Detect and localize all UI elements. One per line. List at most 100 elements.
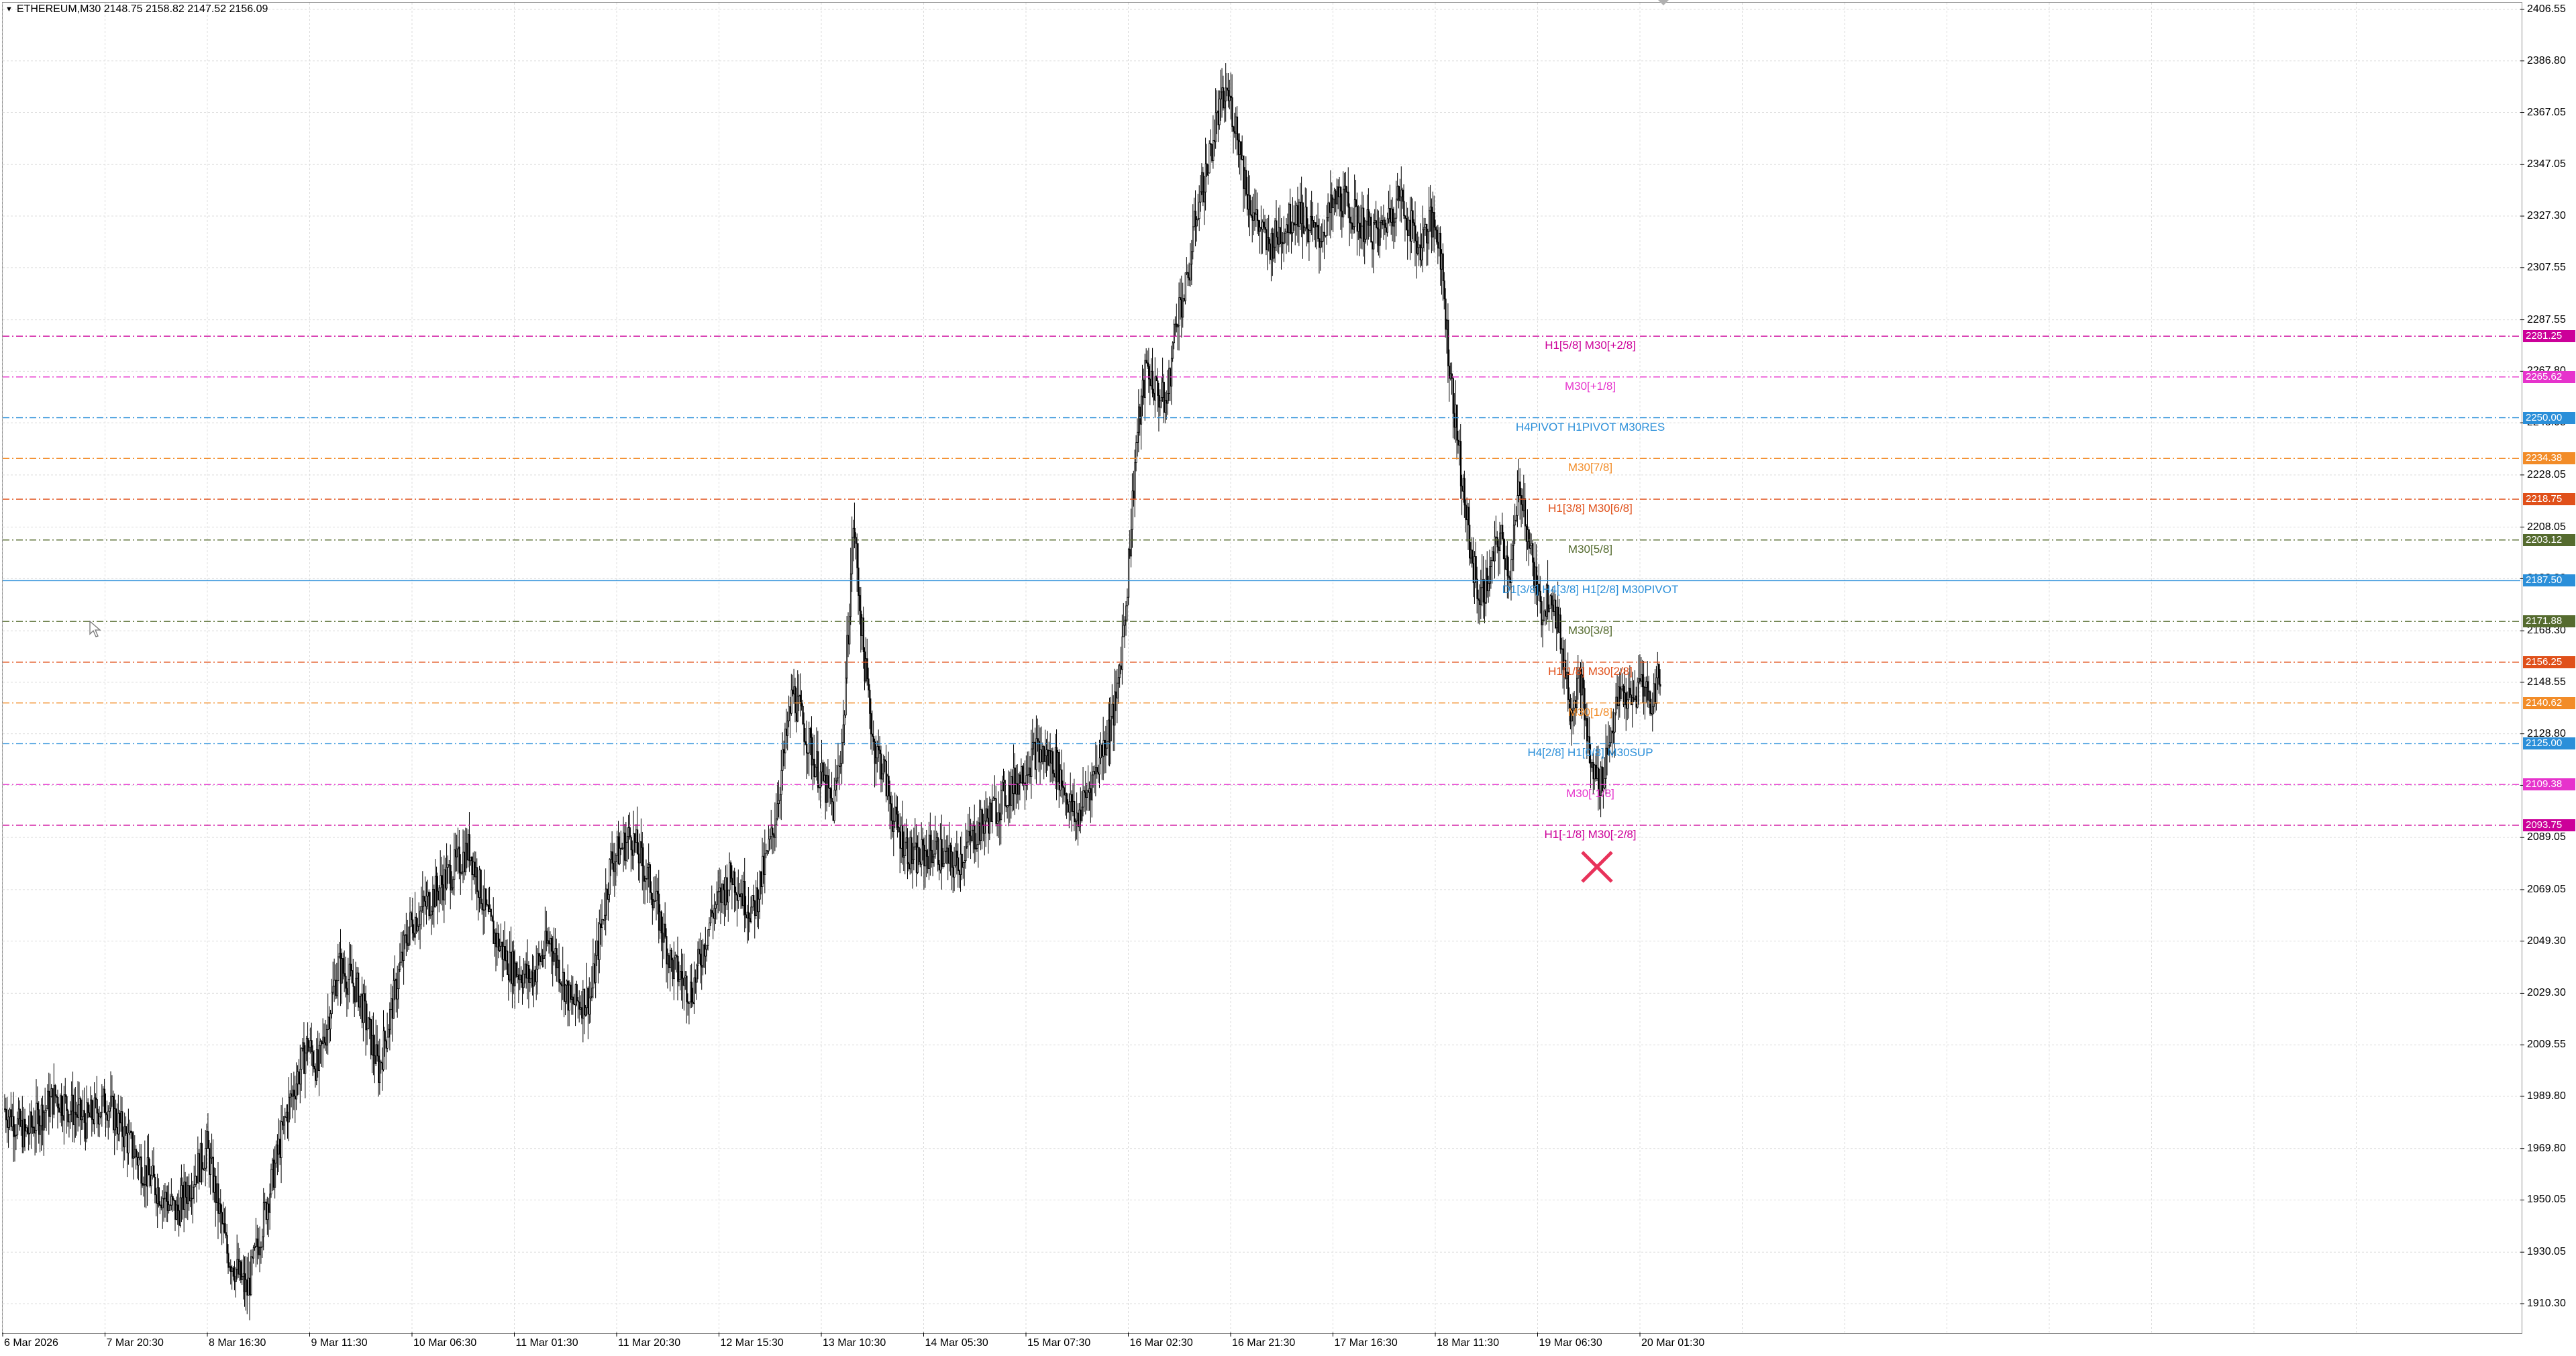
candle-body (89, 1112, 91, 1118)
candle-body (1379, 221, 1381, 246)
candle-body (232, 1267, 235, 1277)
candle-body (864, 651, 866, 682)
level-label: M30[3/8] (1567, 624, 1613, 637)
candle-body (361, 994, 363, 1023)
candle-body (1416, 247, 1419, 254)
candle-body (1123, 625, 1125, 637)
candle-body (85, 1123, 87, 1139)
candle-body (315, 1049, 318, 1081)
candle-body (1571, 709, 1573, 722)
candle-body (1428, 210, 1431, 232)
candle-body (535, 968, 537, 982)
candle-body (745, 914, 748, 919)
candle-body (1484, 601, 1486, 604)
candle-body (1253, 212, 1255, 221)
candle-body (39, 1125, 42, 1135)
candle-body (1342, 189, 1345, 217)
candle-body (6, 1119, 9, 1128)
candle-body (113, 1108, 116, 1131)
candle-body (441, 875, 443, 885)
candle-body (179, 1197, 181, 1226)
candle-body (1393, 221, 1395, 227)
candle-body (1106, 741, 1109, 749)
candle-body (1612, 731, 1614, 733)
candle-body (1504, 558, 1506, 570)
candle-body (596, 940, 598, 956)
candle-body (1621, 686, 1624, 690)
candle-body (279, 1139, 281, 1158)
candle-body (1368, 209, 1370, 226)
level-price-tag: 2218.75 (2523, 493, 2575, 505)
candle-body (1373, 222, 1375, 250)
candle-body (138, 1157, 140, 1165)
candle-body (1577, 670, 1580, 679)
level-price-tag: 2109.38 (2523, 778, 2575, 791)
candle-body (206, 1131, 208, 1149)
candle-body (1020, 766, 1023, 784)
candle-body (1398, 186, 1400, 201)
candle-body (225, 1232, 227, 1236)
candle-body (530, 971, 533, 980)
candle-body (1288, 203, 1290, 233)
candle-body (776, 803, 779, 819)
candle-body (1445, 299, 1447, 330)
candle-body (868, 678, 870, 690)
candle-body (1174, 323, 1176, 325)
candle-body (454, 849, 456, 880)
candle-body (1148, 366, 1150, 380)
candle-body (1448, 366, 1451, 379)
candle-body (1559, 614, 1561, 649)
candle-body (680, 971, 683, 979)
candle-body (115, 1108, 117, 1128)
candle-body (80, 1098, 82, 1120)
candle-body (1201, 172, 1203, 193)
candle-body (1239, 141, 1241, 155)
candle-body (103, 1088, 106, 1113)
candle-body (245, 1279, 247, 1292)
candle-body (609, 859, 611, 895)
chart-shift-marker-icon[interactable] (1658, 0, 1669, 7)
candle-body (600, 923, 602, 929)
price-tick-label: 2128.80 (2527, 727, 2566, 739)
mouse-pointer-icon (89, 621, 101, 637)
candle-body (1346, 191, 1348, 193)
candle-body (637, 853, 640, 864)
price-tick-label: 2148.55 (2527, 676, 2566, 688)
candle-body (414, 917, 417, 938)
candle-body (1331, 194, 1333, 208)
candle-body (1052, 751, 1054, 774)
candle-body (1121, 636, 1123, 670)
candle-body (1310, 215, 1313, 221)
candle-body (742, 880, 745, 906)
candle-body (1074, 800, 1076, 823)
dropdown-triangle-icon[interactable]: ▼ (5, 5, 13, 13)
candle-body (1494, 536, 1496, 562)
candle-body (1035, 738, 1037, 770)
level-price-tag: 2187.50 (2523, 574, 2575, 587)
price-tick-label: 1910.30 (2527, 1298, 2566, 1309)
candle-body (1528, 529, 1530, 549)
candle-body (561, 984, 563, 986)
candle-body (1369, 216, 1371, 226)
candle-body (5, 1108, 7, 1120)
candle-body (1245, 170, 1247, 195)
candle-body (33, 1127, 35, 1134)
candle-body (148, 1157, 150, 1176)
candle-body (1294, 223, 1296, 225)
candle-body (93, 1097, 96, 1125)
candle-body (1047, 749, 1049, 766)
candle-body (401, 951, 403, 963)
candle-body (847, 635, 849, 645)
candle-body (60, 1095, 63, 1116)
candle-body (354, 986, 356, 1002)
candle-body (329, 1013, 331, 1030)
candle-body (1307, 228, 1309, 242)
candle-body (1135, 442, 1137, 463)
candle-body (1596, 768, 1598, 779)
candle-body (706, 945, 708, 950)
candle-body (518, 974, 520, 980)
candle-body (1284, 231, 1286, 234)
candle-body (348, 963, 351, 980)
